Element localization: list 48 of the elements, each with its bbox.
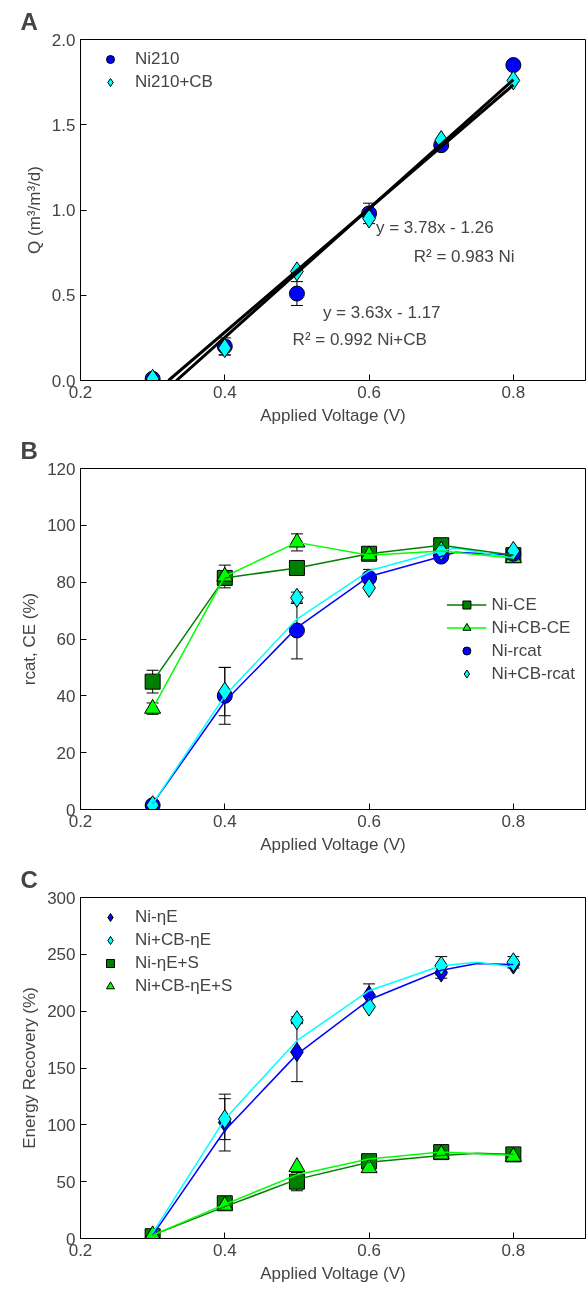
chart-title: B xyxy=(20,436,38,464)
x-tick-label: 0.4 xyxy=(212,811,237,831)
y-tick-label: 20 xyxy=(56,743,76,763)
y-tick-label: 60 xyxy=(56,630,76,649)
legend-label: Ni-CE xyxy=(491,594,537,614)
legend-label: Ni-ηE+S xyxy=(135,953,199,973)
legend-label: Ni+CB-CE xyxy=(491,617,571,637)
y-axis-title: Q (m³/m³/d) xyxy=(24,166,44,254)
x-axis-title: Applied Voltage (V) xyxy=(260,834,406,854)
y-tick-label: 2.0 xyxy=(51,30,76,50)
legend-label: Ni210+CB xyxy=(135,72,213,92)
annotation: R² = 0.992 Ni+CB xyxy=(292,330,427,350)
y-tick-label: 1.5 xyxy=(51,115,76,135)
x-tick-label: 0.6 xyxy=(357,811,381,831)
y-tick-label: 0.5 xyxy=(51,286,76,306)
x-tick-label: 0.4 xyxy=(212,382,237,402)
x-tick-label: 0.4 xyxy=(212,1240,237,1260)
annotation: y = 3.63x - 1.17 xyxy=(322,302,441,322)
y-tick-label: 40 xyxy=(56,686,76,706)
annotation: y = 3.78x - 1.26 xyxy=(375,217,494,237)
y-tick-label: 200 xyxy=(47,1002,76,1022)
y-tick-label: 1.0 xyxy=(51,201,76,220)
y-tick-label: 50 xyxy=(56,1172,76,1192)
y-tick-label: 120 xyxy=(47,459,76,479)
x-tick-label: 0.8 xyxy=(501,811,526,831)
y-tick-label: 300 xyxy=(47,888,76,908)
y-tick-label: 150 xyxy=(47,1059,76,1078)
x-tick-label: 0.8 xyxy=(501,382,526,402)
y-tick-label: 100 xyxy=(47,1115,76,1135)
x-axis-title: Applied Voltage (V) xyxy=(260,405,406,425)
y-tick-label: 250 xyxy=(47,945,76,965)
x-tick-label: 0.8 xyxy=(501,1240,526,1260)
legend-label: Ni-ηE xyxy=(135,907,178,927)
chart-title: C xyxy=(20,865,38,893)
y-axis-title: Energy Recovery (%) xyxy=(20,987,40,1149)
legend-label: Ni+CB-ηE xyxy=(135,930,212,950)
x-tick-label: 0.6 xyxy=(357,1240,381,1260)
legend-label: Ni-rcat xyxy=(491,640,542,660)
x-axis-title: Applied Voltage (V) xyxy=(260,1263,406,1283)
annotation: R² = 0.983 Ni xyxy=(413,246,515,266)
y-tick-label: 80 xyxy=(56,573,76,593)
chart-title: A xyxy=(20,7,38,35)
x-tick-label: 0.6 xyxy=(357,382,381,402)
legend-label: Ni+CB-rcat xyxy=(491,663,575,683)
legend-label: Ni+CB-ηE+S xyxy=(135,976,233,996)
legend-label: Ni210 xyxy=(135,49,180,69)
y-axis-title: rcat, CE (%) xyxy=(20,592,40,686)
y-tick-label: 100 xyxy=(47,516,76,536)
